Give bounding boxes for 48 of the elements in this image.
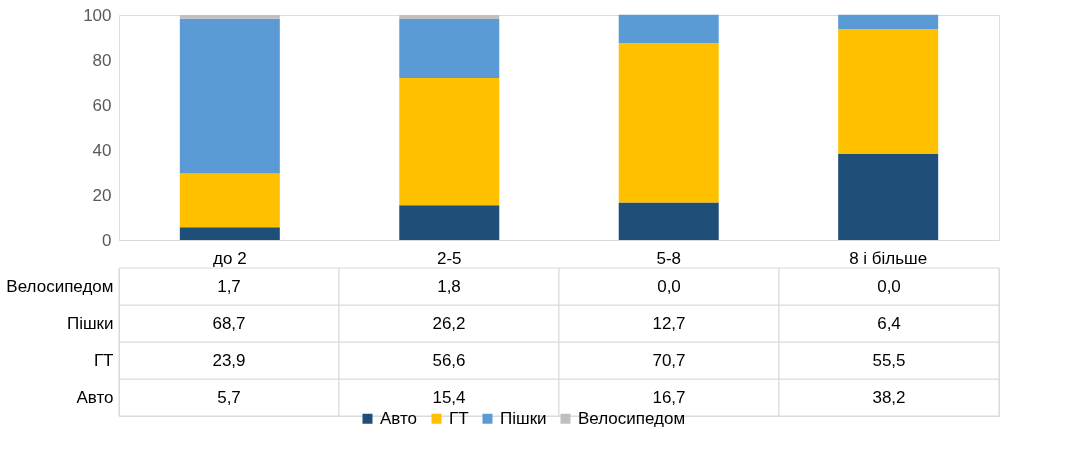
legend-label: Велосипедом [578,408,686,428]
text: Пішки [66,313,114,333]
data-label: 16,7 [652,387,686,407]
bar [179,173,280,228]
data-label: 6,4 [877,313,901,333]
y-tick-label: 40 [92,140,112,160]
data-label: 15,4 [432,387,466,407]
data-label: 26,2 [432,313,466,333]
x-tick-label: до 2 [213,248,247,268]
y-tick-label: 20 [92,185,112,205]
bar [179,18,280,174]
text: ГТ [93,350,114,370]
data-label: 70,7 [652,350,686,370]
data-label: 55,5 [872,350,906,370]
data-label: 1,8 [437,276,461,296]
x-tick-label: 2-5 [436,248,462,268]
data-label: 23,9 [212,350,246,370]
bar [838,29,939,155]
bar [179,15,280,19]
bar [399,19,500,78]
legend-label: Авто [380,408,418,428]
text: Авто [76,387,114,407]
data-label: 0,0 [657,276,681,296]
bar [618,202,719,240]
bar [399,205,500,240]
data-label: 1,7 [217,276,241,296]
data-label: 56,6 [432,350,466,370]
bar [399,78,500,206]
y-tick-label: 80 [92,50,112,70]
legend-label: Пішки [500,408,547,428]
data-label: 12,7 [652,313,686,333]
data-label: 0,0 [877,276,901,296]
bar [179,227,280,240]
bar [838,154,939,240]
data-label: 38,2 [872,387,906,407]
legend-label: ГТ [449,408,469,428]
data-label: 5,7 [217,387,241,407]
bar [838,14,939,30]
x-tick-label: 5-8 [656,248,682,268]
text: Велосипедом [6,276,114,296]
data-label: 68,7 [212,313,246,333]
y-tick-label: 100 [83,5,112,25]
y-tick-label: 60 [92,95,112,115]
bar [618,43,719,203]
bar [618,14,719,44]
bar [399,15,500,20]
x-tick-label: 8 і більше [849,248,928,268]
y-tick-label: 0 [102,230,112,250]
